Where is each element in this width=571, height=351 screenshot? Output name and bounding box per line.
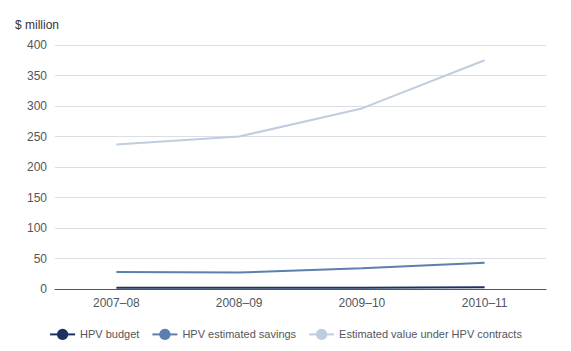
svg-text:2008–09: 2008–09 (216, 296, 263, 310)
svg-text:300: 300 (27, 99, 47, 113)
svg-text:100: 100 (27, 221, 47, 235)
svg-text:50: 50 (34, 252, 48, 266)
svg-text:Estimated value under HPV cont: Estimated value under HPV contracts (339, 328, 522, 340)
svg-text:0: 0 (40, 282, 47, 296)
svg-text:2010–11: 2010–11 (462, 296, 508, 310)
svg-text:$ million: $ million (15, 18, 59, 32)
svg-text:HPV budget: HPV budget (80, 328, 139, 340)
svg-text:350: 350 (27, 69, 47, 83)
svg-text:400: 400 (27, 38, 47, 52)
svg-text:HPV estimated savings: HPV estimated savings (182, 328, 296, 340)
svg-text:2007–08: 2007–08 (93, 296, 140, 310)
svg-text:250: 250 (27, 130, 47, 144)
svg-text:2009–10: 2009–10 (339, 296, 386, 310)
svg-text:150: 150 (27, 191, 47, 205)
svg-text:200: 200 (27, 160, 47, 174)
